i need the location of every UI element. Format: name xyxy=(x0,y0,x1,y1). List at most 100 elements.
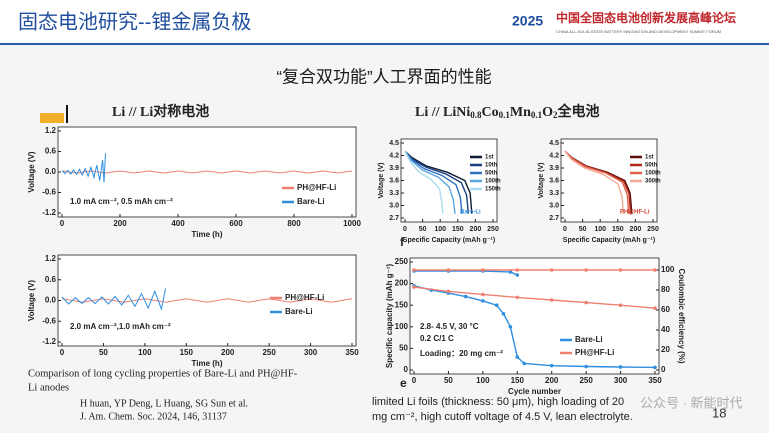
header-band xyxy=(0,0,769,44)
x-tick-label: 200 xyxy=(545,376,559,385)
annotation: Bare-Li xyxy=(460,210,481,216)
panel-letter: f xyxy=(400,235,405,249)
y-axis-label: Voltage (V) xyxy=(27,280,36,322)
y-tick-label: -0.6 xyxy=(42,316,56,325)
series-marker xyxy=(494,303,499,308)
series-marker xyxy=(549,298,554,302)
series-marker xyxy=(501,312,506,316)
y-tick-label: 0.6 xyxy=(45,275,57,284)
y2-tick-label: 0 xyxy=(661,365,666,374)
y-tick-label: 50 xyxy=(399,344,408,353)
heading-sub: 2 xyxy=(553,110,558,120)
series-line xyxy=(61,288,167,311)
y-tick-label: 250 xyxy=(395,257,409,266)
y-tick-label: 4.2 xyxy=(549,152,559,159)
annotation: PH@HF-Li xyxy=(620,210,650,216)
y-tick-label: 4.5 xyxy=(389,140,399,147)
y-axis-label: Voltage (V) xyxy=(378,162,385,198)
reference-line: H huan, YP Deng, L Huang, SG Sun et al. xyxy=(80,398,248,409)
x-tick-label: 50 xyxy=(99,348,108,357)
series-marker xyxy=(618,365,623,369)
x-tick-label: 200 xyxy=(630,226,642,233)
decor-block xyxy=(40,113,64,123)
logo-name: 中国全固态电池创新发展高峰论坛 xyxy=(556,10,736,25)
y-axis-label: Voltage (V) xyxy=(27,151,36,193)
series-marker xyxy=(481,292,485,297)
x-tick-label: 1000 xyxy=(343,219,361,228)
plot-area xyxy=(57,254,357,347)
series-marker xyxy=(618,268,623,272)
heading-part: Li // LiNi xyxy=(415,105,470,120)
left-heading: Li // Li对称电池 xyxy=(112,103,209,120)
series-marker xyxy=(653,306,657,311)
plot-area xyxy=(409,257,660,375)
y-tick-label: 0.0 xyxy=(45,167,57,176)
series-line xyxy=(61,298,353,303)
y2-tick-label: 40 xyxy=(661,325,670,334)
series-marker xyxy=(463,294,468,299)
series-marker xyxy=(515,268,520,272)
y-tick-label: 3.9 xyxy=(549,165,559,172)
x-tick-label: 150 xyxy=(180,348,194,357)
series-line xyxy=(564,150,630,214)
page-number: 18 xyxy=(712,405,726,420)
series-marker xyxy=(481,299,485,303)
legend-label: Bare-Li xyxy=(575,335,603,344)
legend-label: 10th xyxy=(485,163,498,169)
x-tick-label: 150 xyxy=(511,376,525,385)
legend-label: 100th xyxy=(485,179,501,185)
annotation: Loading：20 mg cm⁻² xyxy=(420,349,503,358)
y-tick-label: 100 xyxy=(395,322,409,331)
x-axis-label: Time (h) xyxy=(192,230,223,239)
series-marker xyxy=(412,285,416,289)
series-marker xyxy=(508,270,513,274)
legend-label: 1st xyxy=(645,155,654,161)
series-marker xyxy=(584,300,588,305)
series-line xyxy=(564,150,625,214)
series-marker xyxy=(446,268,451,272)
y-tick-label: -0.6 xyxy=(42,188,56,197)
y-tick-label: -1.2 xyxy=(42,337,56,346)
annotation: 1.0 mA cm⁻², 0.5 mAh cm⁻² xyxy=(70,197,173,206)
legend-label: 50th xyxy=(485,171,498,177)
y-tick-label: 4.2 xyxy=(389,152,399,159)
caption-line: Comparison of long cycling properties of… xyxy=(28,368,298,379)
summary-line: limited Li foils (thickness: 50 μm), hig… xyxy=(372,396,624,408)
series-marker xyxy=(584,268,588,272)
y-tick-label: 2.7 xyxy=(549,215,559,222)
x-tick-label: 150 xyxy=(452,226,464,233)
x-tick-label: 150 xyxy=(612,226,624,233)
series-marker xyxy=(515,295,520,300)
x-tick-label: 200 xyxy=(221,348,235,357)
annotation: 2.0 mA cm⁻²,1.0 mAh cm⁻² xyxy=(70,322,171,331)
legend-label: 300th xyxy=(645,179,661,185)
x-tick-label: 250 xyxy=(487,226,499,233)
series-line xyxy=(404,150,473,214)
legend-label: 1st xyxy=(485,155,494,161)
y-axis-label: Specific capacity (mAh g⁻¹) xyxy=(385,264,394,369)
series-marker xyxy=(653,365,657,370)
legend-label: PH@HF-Li xyxy=(285,293,324,302)
x-tick-label: 100 xyxy=(594,226,606,233)
x-tick-label: 0 xyxy=(563,226,567,233)
x-axis-label: Time (h) xyxy=(192,359,223,368)
heading-sub: 0.8 xyxy=(470,110,482,120)
legend-label: Bare-Li xyxy=(285,307,313,316)
x-tick-label: 200 xyxy=(113,219,127,228)
legend-label: 50th xyxy=(645,163,658,169)
x-tick-label: 100 xyxy=(138,348,152,357)
y-tick-label: 4.5 xyxy=(549,140,559,147)
x-tick-label: 350 xyxy=(345,348,359,357)
x-tick-label: 200 xyxy=(470,226,482,233)
series-marker xyxy=(653,268,657,272)
x-tick-label: 0 xyxy=(412,376,417,385)
x-tick-label: 250 xyxy=(647,226,659,233)
y2-tick-label: 80 xyxy=(661,285,670,294)
x-axis-label: Specific Capacity (mAh g⁻¹) xyxy=(403,237,495,244)
series-marker xyxy=(515,273,520,277)
y-tick-label: 200 xyxy=(395,279,409,288)
series-marker xyxy=(515,355,520,359)
series-line xyxy=(413,285,656,369)
legend-label: 150th xyxy=(485,187,501,193)
y-tick-label: -1.2 xyxy=(42,208,56,217)
